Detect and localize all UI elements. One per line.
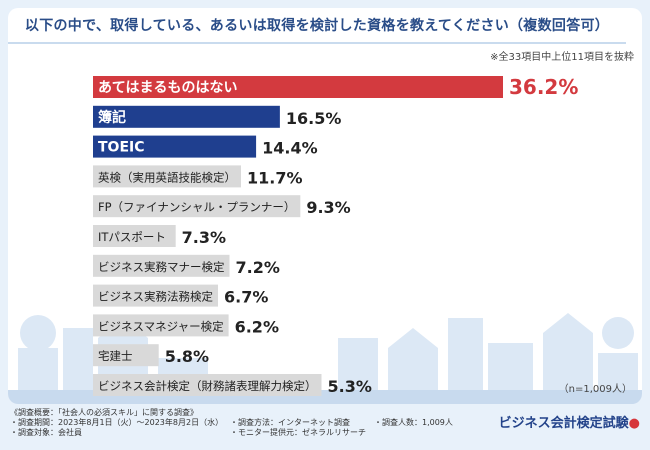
category-label: 英検（実用英語技能検定） xyxy=(98,170,236,184)
category-label: TOEIC xyxy=(98,140,145,156)
bar xyxy=(93,284,218,307)
category-label: FP（ファイナンシャル・プランナー） xyxy=(98,200,295,214)
footer-line: ・調査対象：会社員 xyxy=(10,428,82,437)
value-label: 7.3% xyxy=(182,228,226,247)
bar xyxy=(93,76,503,98)
category-label: あてはまるものはない xyxy=(98,80,237,96)
footer-line: ・調査人数：1,009人 xyxy=(374,418,453,427)
category-label: ビジネス会計検定（財務諸表理解力検定） xyxy=(98,379,317,393)
title-box: 以下の中で、取得している、あるいは取得を検討した資格を教えてください（複数回答可… xyxy=(8,8,626,44)
value-label: 11.7% xyxy=(247,168,303,187)
value-label: 14.4% xyxy=(262,139,318,158)
value-label: 16.5% xyxy=(286,109,342,128)
bar xyxy=(93,314,229,337)
chart-panel xyxy=(8,8,642,404)
footer-line: ・調査方法：インターネット調査 xyxy=(230,418,350,427)
survey-count: ・調査人数：1,009人 xyxy=(374,418,453,428)
category-label: 簿記 xyxy=(98,109,126,126)
footer-line: ・モニター提供元：ゼネラルリサーチ xyxy=(230,428,366,437)
value-label: 9.3% xyxy=(306,198,350,217)
category-label: ビジネスマネジャー検定 xyxy=(98,319,224,333)
bar xyxy=(93,165,241,188)
selection-note: ※全33項目中上位11項目を抜粋 xyxy=(490,52,634,63)
value-label: 36.2% xyxy=(509,75,578,99)
bar xyxy=(93,254,230,277)
category-label: ビジネス実務マナー検定 xyxy=(98,260,225,274)
survey-method: ・調査方法：インターネット調査 ・モニター提供元：ゼネラルリサーチ xyxy=(230,418,366,438)
survey-footer: 《調査概要：「社会人の必須スキル」に関する調査》 ・調査期間：2023年8月1日… xyxy=(8,405,642,450)
category-label: ビジネス実務法務検定 xyxy=(98,290,213,304)
value-label: 5.3% xyxy=(328,377,372,396)
category-label: 宅建士 xyxy=(98,349,133,363)
bar xyxy=(93,195,301,218)
brand-logo: ビジネス会計検定試験● xyxy=(499,412,640,431)
chart-title: 以下の中で、取得している、あるいは取得を検討した資格を教えてください（複数回答可… xyxy=(24,18,610,34)
logo-text: ビジネス会計検定試験 xyxy=(498,416,629,431)
footer-line: ・調査期間：2023年8月1日（火）～2023年8月2日（水） xyxy=(10,418,224,427)
survey-overview: 《調査概要：「社会人の必須スキル」に関する調査》 ・調査期間：2023年8月1日… xyxy=(10,408,223,438)
value-label: 7.2% xyxy=(236,258,280,277)
bar xyxy=(93,344,159,367)
value-label: 6.2% xyxy=(235,317,279,336)
bar xyxy=(93,374,322,396)
bar xyxy=(93,225,176,247)
bar xyxy=(93,105,280,128)
logo-dot-icon: ● xyxy=(628,416,640,431)
footer-line: 《調査概要：「社会人の必須スキル」に関する調査》 xyxy=(10,408,198,417)
value-label: 6.7% xyxy=(224,288,268,307)
sample-size: （n=1,009人） xyxy=(558,384,632,395)
category-label: ITパスポート xyxy=(98,230,166,244)
bar xyxy=(93,135,257,158)
value-label: 5.8% xyxy=(165,347,209,366)
